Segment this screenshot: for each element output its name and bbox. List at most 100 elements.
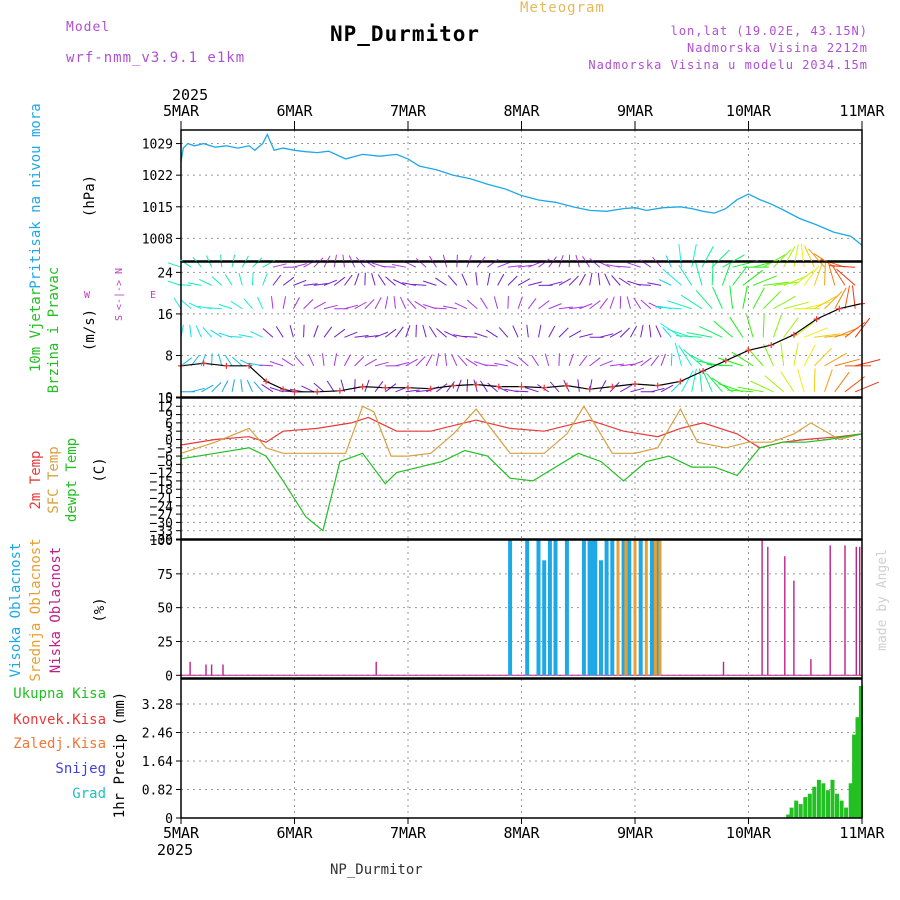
wind-barb — [813, 347, 832, 367]
wind-barb — [364, 335, 379, 338]
wind-barb — [493, 296, 499, 309]
wind-barb — [630, 360, 644, 367]
precip-unit-label: 1hr Precip (mm) — [112, 692, 128, 818]
wind-barb — [343, 354, 351, 367]
wind-barb — [517, 278, 531, 286]
precip-bar — [803, 797, 808, 818]
wind-barb — [167, 262, 182, 268]
wind-barb — [257, 296, 264, 309]
wind-barb — [342, 254, 345, 268]
wind-barb — [282, 276, 295, 286]
wind-barb — [405, 389, 420, 393]
wind-barb — [702, 369, 713, 393]
wind-barb — [313, 382, 325, 393]
wind-gust-marker — [291, 388, 298, 395]
wind-barb — [269, 361, 284, 367]
temp-line-2 — [180, 433, 863, 532]
wind-barb — [604, 273, 611, 286]
wind-barb — [406, 298, 417, 310]
wind-gust-marker — [677, 378, 684, 385]
precip-legend-1: Konvek.Kisa — [13, 712, 106, 728]
wind-barb — [326, 380, 335, 393]
precip-legend-4: Grad — [72, 786, 106, 802]
wind-barb — [589, 357, 601, 367]
wind-barb — [578, 273, 586, 286]
wind-barb — [854, 381, 879, 393]
panel-frame — [180, 397, 863, 540]
footer-title: NP_Durmitor — [330, 862, 423, 878]
wind-barb — [706, 363, 733, 367]
wind-barb — [675, 335, 702, 338]
wind-barb — [548, 325, 556, 338]
wind-barb — [780, 342, 785, 366]
cloud-tick-label: 100 — [150, 534, 173, 549]
page-title: NP_Durmitor — [330, 22, 481, 46]
credit-label: made by Angel — [875, 549, 890, 651]
precip-bar — [789, 807, 794, 818]
wind-barb — [609, 363, 624, 367]
wind-barb — [486, 329, 498, 338]
wind-barb — [783, 245, 796, 268]
wind-barb — [497, 273, 505, 286]
time-label-bottom: 9MAR — [617, 824, 654, 842]
wind-unit-label: (m/s) — [82, 309, 98, 351]
wind-barb — [674, 342, 683, 366]
cloud-bar — [650, 540, 654, 676]
wind-barb — [670, 353, 673, 366]
cloud-bar — [536, 540, 541, 676]
precip-bar — [858, 686, 863, 818]
wind-barb — [660, 353, 666, 367]
pressure-tick-label: 1008 — [142, 232, 173, 247]
temp-tick-label: −33 — [150, 525, 173, 540]
wind-barb — [393, 296, 397, 309]
model-label: Model — [66, 20, 111, 35]
wind-gust-marker — [495, 383, 502, 390]
wind-barb — [655, 325, 662, 338]
compass-axis-label: <-|-> — [114, 280, 125, 310]
time-label-top: 9MAR — [617, 102, 654, 120]
wind-barb — [463, 335, 478, 338]
wind-barb — [272, 263, 287, 268]
wind-gust-marker — [609, 383, 616, 390]
wind-barb — [344, 331, 358, 338]
wind-barb — [568, 353, 574, 367]
wind-barb — [824, 291, 843, 310]
wind-barb — [568, 330, 582, 338]
wind-barb — [303, 324, 305, 338]
wind-barb — [647, 282, 662, 286]
pressure-tick-label: 1015 — [142, 201, 173, 216]
wind-barb — [640, 357, 652, 367]
wind-barb — [395, 361, 410, 367]
wind-barb — [578, 355, 588, 367]
wind-barb — [662, 268, 682, 286]
wind-axis-title: 10m Vjetar — [28, 288, 44, 372]
wind-barb — [180, 357, 193, 367]
wind-barb — [505, 359, 519, 367]
wind-barb — [619, 327, 630, 338]
wind-barb — [548, 303, 562, 310]
wind-barb — [711, 261, 714, 286]
wind-barb — [682, 349, 703, 367]
wind-barb — [475, 272, 478, 286]
model-elevation: Nadmorska Visina u modelu 2034.15m — [588, 58, 868, 72]
wind-barb — [575, 254, 580, 268]
precip-legend-0: Ukupna Kisa — [13, 686, 106, 702]
wind-barb — [619, 384, 633, 393]
cloud-bar — [793, 580, 795, 676]
cloud-tick-label: 25 — [157, 635, 173, 650]
wind-barb — [538, 300, 550, 310]
pressure-unit-label: (hPa) — [82, 175, 98, 217]
cloud-bar — [542, 560, 547, 676]
wind-barb — [609, 296, 615, 309]
wind-barb — [800, 243, 805, 268]
wind-barb — [385, 276, 396, 286]
cloud-high-label: Visoka Oblacnost — [8, 543, 24, 678]
wind-gust-marker — [200, 360, 207, 367]
wind-barb — [727, 389, 754, 393]
wind-barb — [824, 369, 833, 392]
wind-barb — [313, 301, 326, 310]
panel-frame — [180, 678, 863, 819]
wind-barb — [804, 245, 815, 268]
wind-barb — [220, 254, 223, 268]
